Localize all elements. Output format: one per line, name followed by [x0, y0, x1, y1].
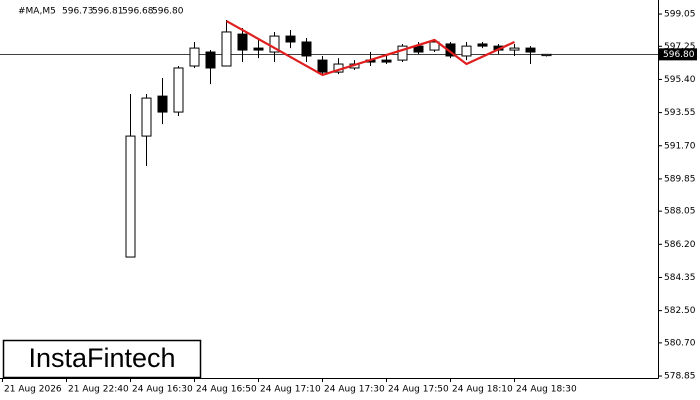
y-tick-label: 591.70	[664, 141, 696, 151]
ohlc-open: 596.73	[62, 7, 94, 17]
candle-body	[253, 47, 264, 51]
x-tick-label: 24 Aug 16:50	[196, 385, 257, 395]
ohlc-high: 596.81	[92, 7, 124, 17]
candle-body	[221, 31, 232, 67]
y-tick-label: 578.85	[664, 372, 696, 382]
candle-body	[461, 45, 472, 57]
x-tick-label: 24 Aug 17:50	[388, 385, 449, 395]
y-tick-label: 580.70	[664, 338, 696, 348]
y-tick-label: 599.05	[664, 10, 696, 20]
candle-body	[237, 33, 248, 51]
x-tick-label: 24 Aug 18:10	[452, 385, 513, 395]
candle-body	[125, 135, 136, 258]
candle-body	[525, 47, 536, 53]
y-tick-label: 584.35	[664, 273, 696, 283]
y-tick-label: 586.20	[664, 240, 696, 250]
logo: InstaFintech	[28, 343, 175, 373]
candle-body	[477, 43, 488, 47]
x-tick-label: 21 Aug 2026	[4, 385, 62, 395]
x-tick-label: 24 Aug 16:30	[132, 385, 193, 395]
y-tick-label: 589.85	[664, 174, 696, 184]
y-tick-label: 593.55	[664, 108, 696, 118]
symbol: #MA,M5	[18, 7, 56, 17]
candle-body	[205, 51, 216, 69]
pattern-line	[225, 20, 515, 77]
y-tick-label: 582.50	[664, 306, 696, 316]
y-tick-label: 597.25	[664, 42, 696, 52]
candle-body	[397, 45, 408, 61]
y-tick-label: 588.05	[664, 207, 696, 217]
x-tick-label: 24 Aug 17:30	[324, 385, 385, 395]
logo-box	[2, 339, 202, 379]
candle-body	[429, 41, 440, 51]
candle-body	[285, 35, 296, 43]
y-tick-label: 595.40	[664, 75, 696, 85]
candle-body	[381, 59, 392, 63]
candle-body	[541, 53, 552, 57]
candle-body	[173, 67, 184, 113]
ohlc-low: 596.68	[122, 7, 154, 17]
candle-body	[317, 59, 328, 73]
candle-body	[189, 47, 200, 67]
price-label: 596.80	[663, 50, 695, 60]
x-tick-label: 24 Aug 18:30	[516, 385, 577, 395]
x-tick-label: 21 Aug 22:40	[68, 385, 129, 395]
candle-body	[157, 95, 168, 113]
price-label-box	[659, 48, 697, 61]
candle-body	[269, 35, 280, 53]
ohlc-close: 596.80	[152, 7, 184, 17]
candle-body	[141, 97, 152, 137]
candle-body	[301, 41, 312, 57]
candle-body	[509, 47, 520, 51]
x-tick-label: 24 Aug 17:10	[260, 385, 321, 395]
